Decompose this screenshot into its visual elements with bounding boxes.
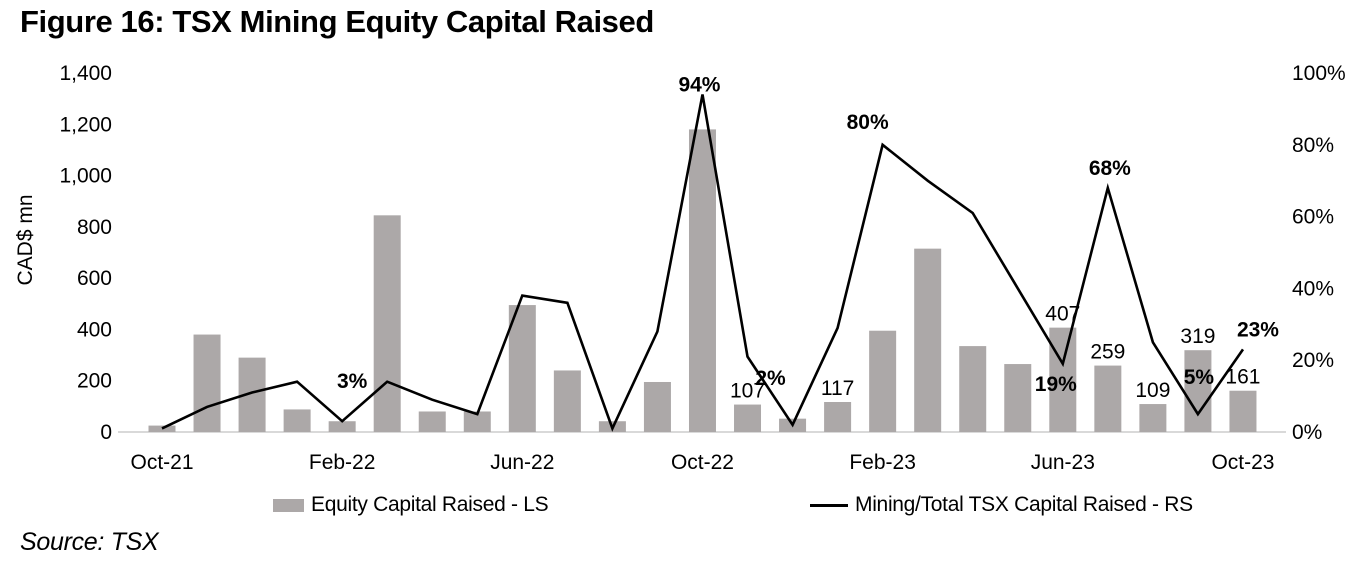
line-point-label: 94% [678,74,720,97]
bar [283,409,311,432]
chart-legend: Equity Capital Raised - LS Mining/Total … [0,492,1356,518]
left-axis-tick: 800 [77,216,112,239]
bar [463,411,491,432]
left-axis-title-group: CAD$ mn [14,194,37,285]
x-axis-tick-labels: Oct-21 Feb-22 Jun-22 Oct-22 Feb-23 Jun-23 Oct-… [130,451,1274,474]
bar [914,248,942,432]
bar [1229,390,1257,432]
line-point-labels: 3% 94% 2% 80% 19% 68% 5% 23% [337,74,1279,396]
x-axis-tick: Oct-21 [130,451,193,474]
left-axis-tick: 0 [100,421,112,444]
bar [643,381,671,432]
left-axis-tick: 1,200 [59,113,112,136]
bar [1139,404,1167,432]
right-axis-tick-labels: 0% 20% 40% 60% 80% 100% [1292,62,1346,444]
x-axis-tick: Jun-22 [490,451,554,474]
line-point-label: 19% [1035,373,1077,396]
line-point-label: 23% [1237,318,1279,341]
left-axis-tick-labels: 0 200 400 600 800 1,000 1,200 1,400 [59,62,112,444]
trend-line [161,94,1245,432]
bar [688,129,716,432]
right-axis-tick: 0% [1292,421,1322,444]
legend-label-line: Mining/Total TSX Capital Raised - RS [855,493,1193,516]
x-axis-tick: Oct-22 [671,451,734,474]
line-point-label: 3% [337,370,368,393]
bar [193,334,221,432]
x-axis-tick: Jun-23 [1031,451,1095,474]
left-axis-tick: 1,400 [59,62,112,85]
bar-value-label: 107 [730,380,765,403]
bar [1184,350,1212,432]
bar-series-swatch [273,498,304,512]
bar [959,346,987,432]
left-axis-tick: 200 [77,370,112,393]
right-axis-tick: 40% [1292,277,1334,300]
bar [734,404,762,432]
line-point-label: 2% [755,367,786,390]
left-axis-title: CAD$ mn [14,194,37,285]
source-note: Source: TSX [20,528,159,556]
bar [328,421,356,432]
bar-value-label: 259 [1090,341,1125,364]
x-axis-tick: Feb-23 [849,451,916,474]
x-axis-tick: Oct-23 [1211,451,1274,474]
bar [1004,364,1032,432]
bar [373,215,401,432]
x-axis-tick: Feb-22 [309,451,376,474]
legend-item-line: Mining/Total TSX Capital Raised - RS [810,492,1193,518]
right-axis-tick: 20% [1292,349,1334,372]
bar [553,370,581,432]
line-point-label: 68% [1089,157,1131,180]
legend-label-bars: Equity Capital Raised - LS [311,493,549,516]
bar-value-labels: 107 117 407 259 109 319 161 [730,303,1260,403]
bar [1049,327,1077,432]
left-axis-tick: 1,000 [59,165,112,188]
line-point-label: 80% [847,111,889,134]
bar-value-label: 407 [1045,303,1080,326]
left-axis-tick: 400 [77,318,112,341]
left-axis-tick: 600 [77,267,112,290]
bar [418,411,446,432]
bar-value-label: 117 [821,377,854,400]
bar [508,305,536,432]
line-group [161,94,1245,432]
bar-value-label: 319 [1180,325,1215,348]
line-series-swatch [810,503,848,507]
right-axis-tick: 80% [1292,134,1334,157]
bar [148,425,176,432]
bars-group [148,129,1257,432]
bar [1094,365,1122,432]
bar-value-label: 161 [1225,366,1260,389]
bar-value-label: 109 [1135,379,1170,402]
legend-item-bars: Equity Capital Raised - LS [273,492,549,518]
bar [869,330,897,432]
right-axis-tick: 100% [1292,62,1346,85]
right-axis-tick: 60% [1292,206,1334,229]
figure-title: Figure 16: TSX Mining Equity Capital Rai… [20,4,654,39]
bar [824,401,852,432]
line-point-label: 5% [1184,366,1215,389]
